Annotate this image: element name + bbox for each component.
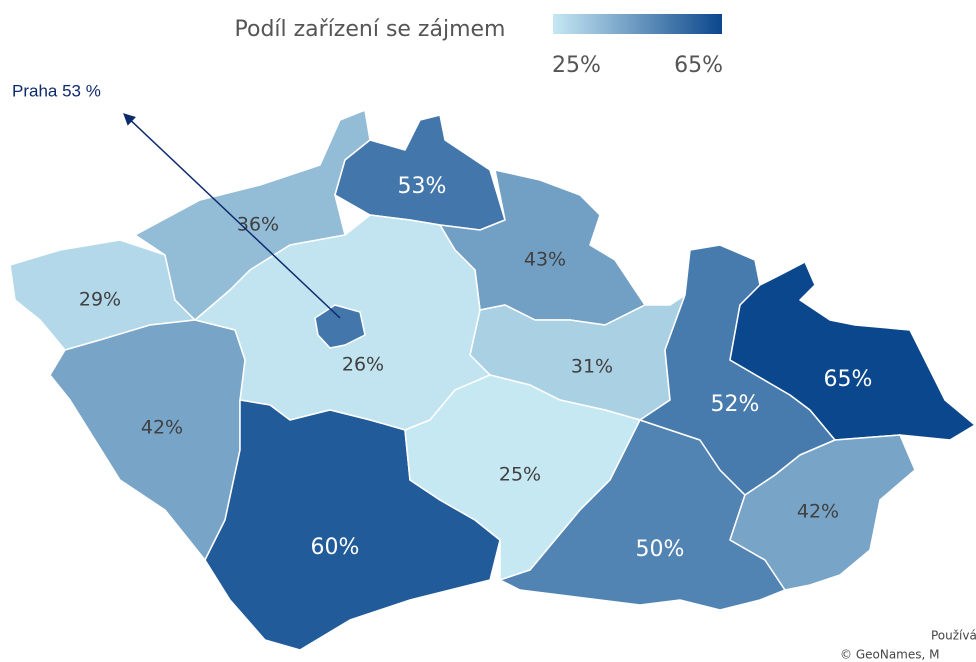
- region-label: 42%: [141, 417, 183, 439]
- region-label: 42%: [797, 501, 839, 523]
- regions: 29% 36% 53% 43% 31% 26% 42% 60% 25% 50% 52% 65% 42%: [9, 109, 976, 651]
- region-label: 43%: [524, 249, 566, 271]
- annotation: Praha 53 %: [12, 81, 101, 100]
- attribution: Používá: [931, 629, 976, 643]
- legend-title: Podíl zařízení se zájmem: [235, 17, 506, 42]
- legend-min: 25%: [552, 53, 601, 78]
- region-label: 53%: [398, 174, 447, 199]
- region: [49, 319, 246, 561]
- annotation-arrow: [123, 113, 341, 319]
- region-label: 65%: [824, 367, 873, 392]
- region: [729, 261, 976, 441]
- legend-max: 65%: [674, 53, 723, 78]
- region-label: 60%: [311, 535, 360, 560]
- region-label: 36%: [237, 214, 279, 236]
- region-label: 29%: [79, 289, 121, 311]
- region-label: 50%: [636, 537, 685, 562]
- region-label: 31%: [571, 356, 613, 378]
- region: [729, 434, 916, 591]
- region: [314, 304, 366, 349]
- region-label: 25%: [499, 464, 541, 486]
- attribution: © GeoNames, M: [840, 648, 939, 662]
- region-label: 52%: [711, 392, 760, 417]
- region-label: 26%: [342, 354, 384, 376]
- legend-gradient: [553, 14, 722, 34]
